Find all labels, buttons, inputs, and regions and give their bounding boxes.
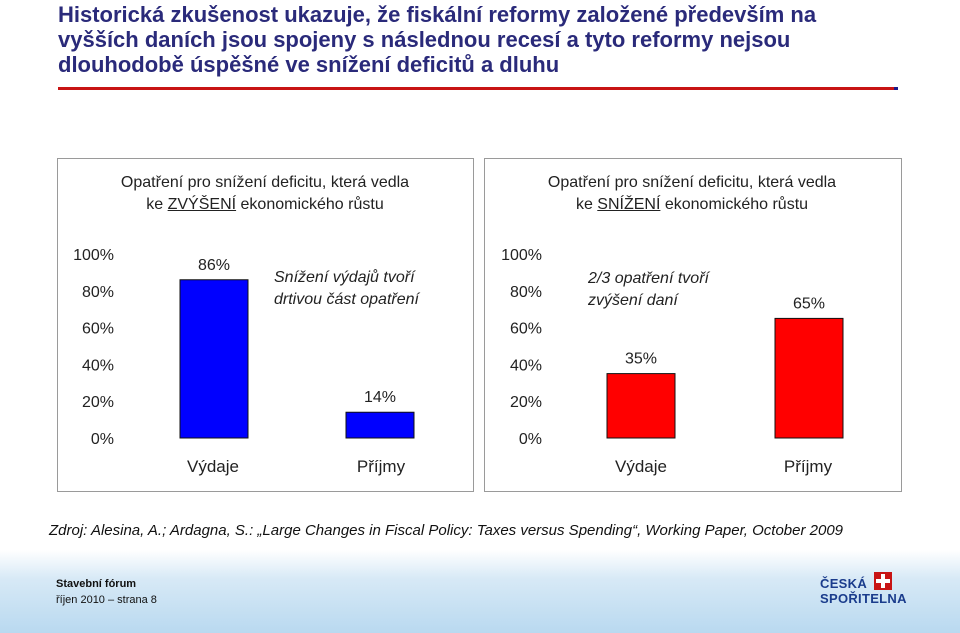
chart-left-heading-line2: ke ZVÝŠENÍ ekonomického růstu <box>60 194 470 216</box>
source-note: Zdroj: Alesina, A.; Ardagna, S.: „Large … <box>49 522 844 539</box>
chart-right-ytick-2: 40% <box>510 357 542 374</box>
chart-left-ytick-3: 60% <box>82 321 114 338</box>
chart-right-heading-emph: SNÍŽENÍ <box>597 196 661 213</box>
title-underline-end <box>894 87 898 90</box>
chart-left-value-label-1: 14% <box>364 389 396 406</box>
chart-right-bar-1 <box>774 317 844 439</box>
title-underline <box>58 87 894 90</box>
chart-right-category-0: Výdaje <box>615 457 667 476</box>
chart-left-heading: Opatření pro snížení deficitu, která ved… <box>60 172 470 216</box>
chart-left-ytick-2: 40% <box>82 357 114 374</box>
chart-left-bar-0 <box>179 279 249 439</box>
logo-line1: ČESKÁ <box>820 576 868 591</box>
chart-right-heading-line2: ke SNÍŽENÍ ekonomického růstu <box>486 194 898 216</box>
chart-right-value-label-1: 65% <box>793 295 825 312</box>
footer-event-name: Stavební fórum <box>56 578 137 590</box>
chart-left-value-label-0: 86% <box>198 257 230 274</box>
chart-left-heading-line1: Opatření pro snížení deficitu, která ved… <box>120 174 410 191</box>
chart-right-ytick-4: 80% <box>510 284 542 301</box>
footer-page-info: říjen 2010 – strana 8 <box>56 594 157 606</box>
chart-left-annotation-line2: drtivou část opatření <box>274 291 419 308</box>
page-title: Historická zkušenost ukazuje, že fiskáln… <box>58 2 817 77</box>
chart-left-ytick-1: 20% <box>82 394 114 411</box>
chart-right-category-1: Příjmy <box>784 457 833 476</box>
chart-right-value-label-0: 35% <box>625 351 657 368</box>
chart-left-annotation-line1: Snížení výdajů tvoří <box>274 269 415 286</box>
chart-right-bar-0 <box>606 373 676 439</box>
chart-left-ytick-5: 100% <box>73 247 114 264</box>
cs-logo-icon <box>874 572 892 590</box>
logo-line2: SPOŘITELNA <box>820 591 907 606</box>
chart-right-ytick-3: 60% <box>510 321 542 338</box>
chart-right-annotation-line2: zvýšení daní <box>588 292 678 309</box>
chart-left-annotation: Snížení výdajů tvoří drtivou část opatře… <box>274 267 419 311</box>
chart-right-annotation: 2/3 opatření tvoří zvýšení daní <box>588 268 709 312</box>
chart-left-ytick-0: 0% <box>91 431 114 448</box>
chart-right-ytick-1: 20% <box>510 394 542 411</box>
chart-right-ytick-0: 0% <box>519 431 542 448</box>
footer-band <box>0 550 960 633</box>
chart-left-heading-prefix: ke <box>146 196 168 213</box>
chart-right-heading-line1: Opatření pro snížení deficitu, která ved… <box>547 174 837 191</box>
chart-right-heading-suffix: ekonomického růstu <box>660 196 809 213</box>
chart-left-ytick-4: 80% <box>82 284 114 301</box>
chart-left-category-0: Výdaje <box>187 457 239 476</box>
chart-left-heading-emph: ZVÝŠENÍ <box>167 196 237 213</box>
chart-right-annotation-line1: 2/3 opatření tvoří <box>588 270 709 287</box>
chart-left-heading-suffix: ekonomického růstu <box>236 196 384 213</box>
chart-left-bar-1 <box>345 411 415 439</box>
chart-right-ytick-5: 100% <box>501 247 542 264</box>
chart-left-category-1: Příjmy <box>357 457 406 476</box>
chart-right-heading-prefix: ke <box>575 196 598 213</box>
chart-right-heading: Opatření pro snížení deficitu, která ved… <box>486 172 898 216</box>
